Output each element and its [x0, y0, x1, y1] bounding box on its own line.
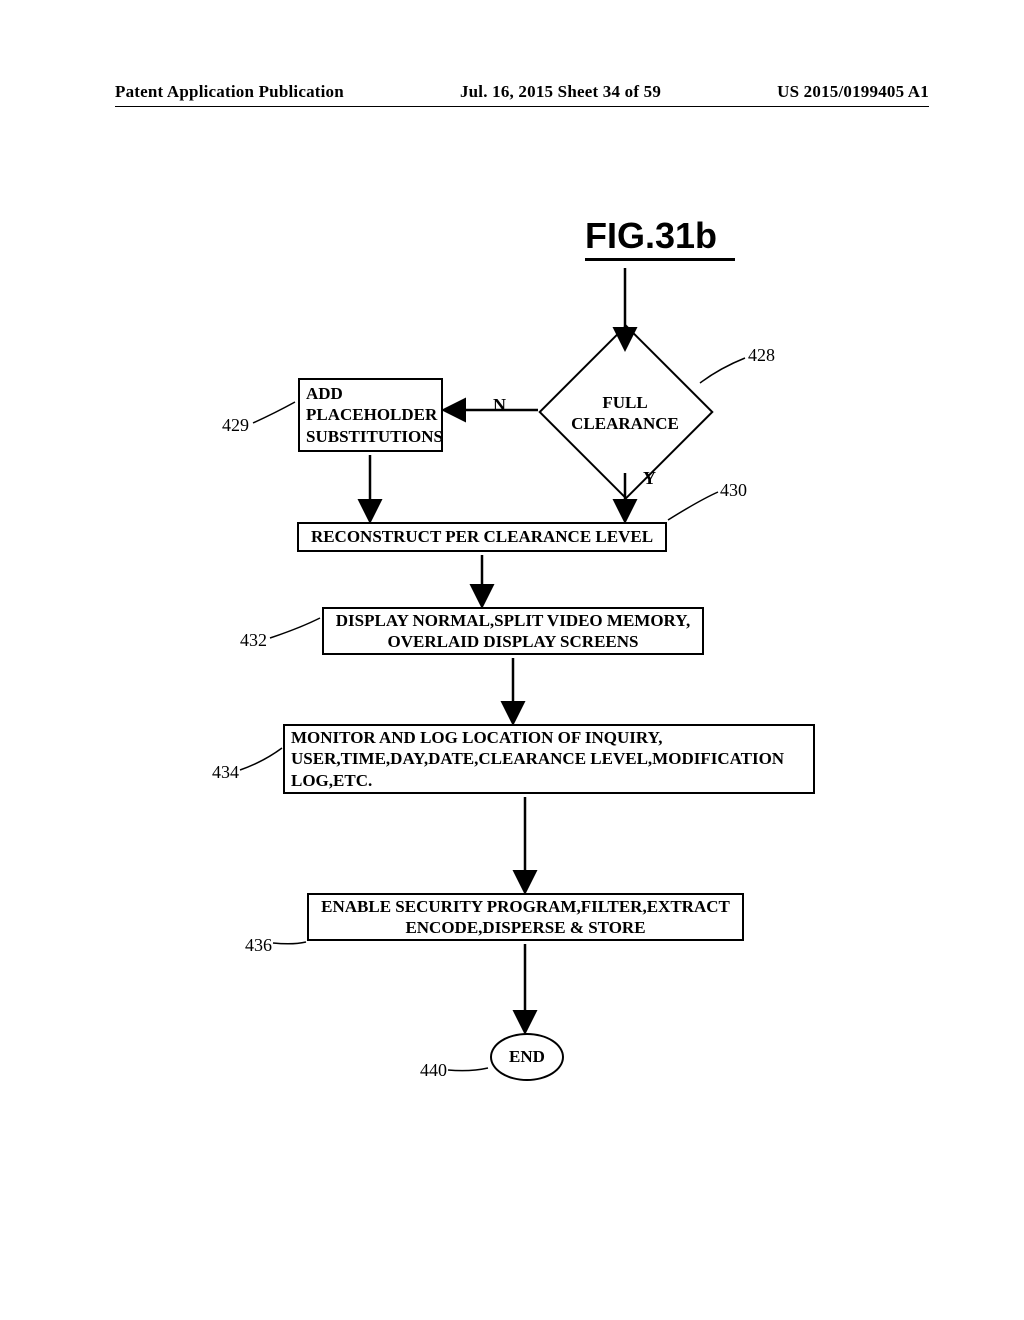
page: Patent Application Publication Jul. 16, … [0, 0, 1024, 1320]
ref-430: 430 [720, 480, 747, 501]
edge-label-y: Y [643, 468, 656, 489]
ref-436: 436 [245, 935, 272, 956]
ref-440: 440 [420, 1060, 447, 1081]
header-left: Patent Application Publication [115, 82, 344, 102]
ref-429: 429 [222, 415, 249, 436]
box-enable-security: ENABLE SECURITY PROGRAM,FILTER,EXTRACTEN… [307, 893, 744, 941]
header-center: Jul. 16, 2015 Sheet 34 of 59 [460, 82, 661, 102]
header-rule [115, 106, 929, 107]
box-add-placeholder: ADDPLACEHOLDERSUBSTITUTIONS [298, 378, 443, 452]
box-display: DISPLAY NORMAL,SPLIT VIDEO MEMORY,OVERLA… [322, 607, 704, 655]
page-header: Patent Application Publication Jul. 16, … [115, 82, 929, 102]
figure-title-underline [585, 258, 735, 261]
terminator-end: END [490, 1033, 564, 1081]
flowchart-arrows [0, 0, 1024, 1320]
ref-428: 428 [748, 345, 775, 366]
figure-title: FIG.31b [585, 215, 717, 257]
ref-432: 432 [240, 630, 267, 651]
box-reconstruct: RECONSTRUCT PER CLEARANCE LEVEL [297, 522, 667, 552]
box-monitor-log: MONITOR AND LOG LOCATION OF INQUIRY,USER… [283, 724, 815, 794]
edge-label-n: N [493, 395, 506, 416]
ref-434: 434 [212, 762, 239, 783]
decision-full-clearance-text: FULLCLEARANCE [560, 392, 690, 435]
header-right: US 2015/0199405 A1 [777, 82, 929, 102]
